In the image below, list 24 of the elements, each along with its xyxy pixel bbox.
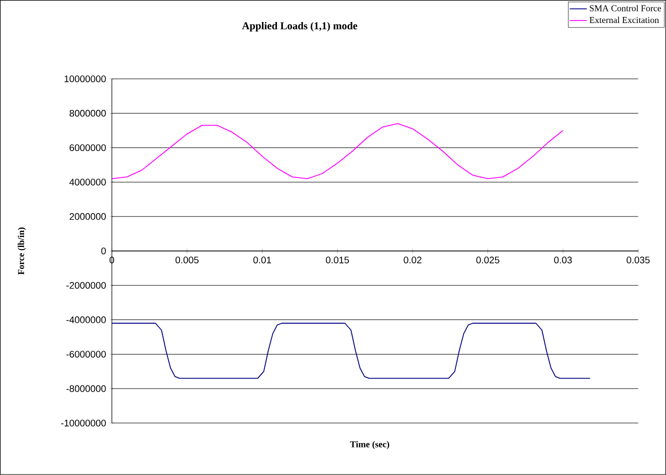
y-tick-label: -4000000 [66,316,106,324]
line-series [111,322,591,379]
x-tick-label: 0.025 [476,256,500,264]
y-tick-label: -8000000 [66,385,106,392]
y-tick-label: -6000000 [66,350,106,358]
legend-label: SMA Control Force [590,5,661,12]
y-axis-title: Force (lb/in) [18,228,26,275]
x-tick-label: 0.035 [626,256,650,264]
y-tick-label: 0 [101,248,106,254]
x-tick-label: 0.01 [253,256,272,264]
x-axis-title: Time (sec) [350,441,390,450]
y-tick-label: -2000000 [66,282,106,289]
x-tick-label: 0.005 [176,256,199,264]
legend-label: External Excitation [590,16,659,24]
chart-title: Applied Loads (1,1) mode [242,22,358,32]
x-tick-label: 0.015 [326,256,349,264]
x-tick-label: 0.02 [404,256,422,264]
y-tick-label: 10000000 [64,76,106,82]
y-tick-label: 8000000 [70,110,106,117]
x-tick-label: 0.03 [554,256,572,264]
y-tick-label: -10000000 [61,420,106,426]
y-tick-label: 6000000 [70,144,106,152]
y-tick-label: 2000000 [70,213,106,220]
y-tick-label: 4000000 [69,178,106,186]
